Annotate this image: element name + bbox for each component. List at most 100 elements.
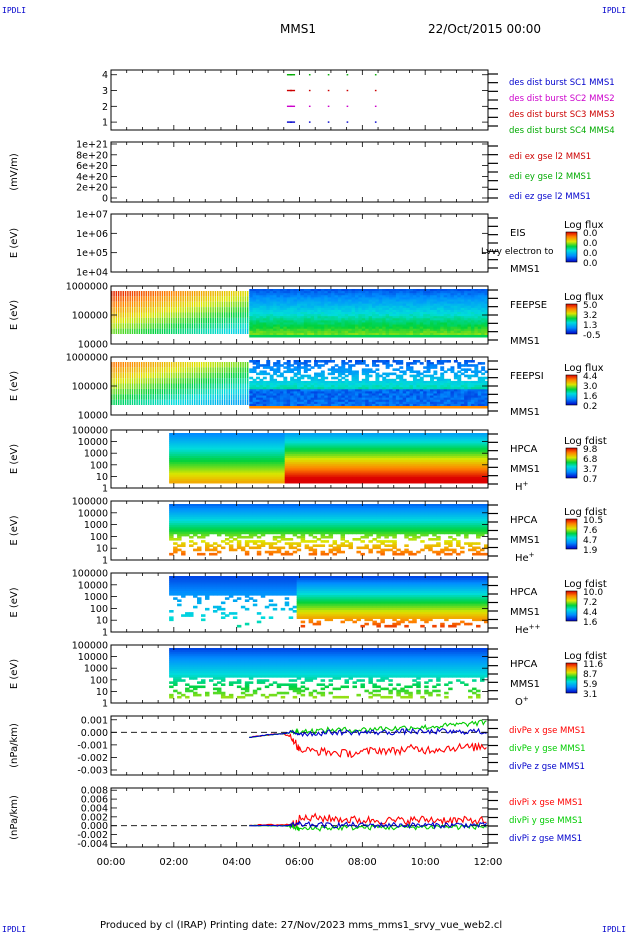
spectrogram-cell bbox=[412, 324, 417, 328]
spectrogram-cell bbox=[433, 320, 438, 323]
spectrogram-cell bbox=[293, 385, 298, 388]
spectrogram-cell bbox=[317, 324, 322, 328]
spectrogram-cell bbox=[249, 322, 254, 326]
spectrogram-cell bbox=[260, 478, 266, 482]
spectrogram-cell bbox=[334, 320, 339, 323]
spectrogram-cell bbox=[440, 301, 445, 305]
spectrogram-cell bbox=[474, 316, 479, 319]
spectrogram-cell bbox=[252, 478, 258, 482]
spectrogram-cell bbox=[221, 394, 224, 400]
spectrogram-cell bbox=[181, 480, 186, 484]
spectrogram-cell bbox=[242, 296, 244, 302]
spectrogram-cell bbox=[273, 380, 278, 384]
spectrogram-cell bbox=[399, 387, 404, 390]
spectrogram-cell bbox=[460, 305, 465, 309]
spectrogram-cell bbox=[358, 328, 363, 332]
spectrogram-cell bbox=[173, 433, 178, 436]
spectrogram-cell bbox=[279, 289, 284, 292]
spectrogram-cell bbox=[212, 372, 214, 379]
spectrogram-cell bbox=[292, 453, 298, 457]
spectrogram-cell bbox=[154, 362, 157, 368]
spectrogram-cell bbox=[259, 364, 264, 367]
spectrogram-cell bbox=[244, 435, 250, 438]
spectrogram-cell bbox=[173, 439, 178, 442]
spectrogram-cell bbox=[484, 301, 489, 305]
spectrogram-cell bbox=[409, 362, 414, 365]
spectrogram-cell bbox=[426, 362, 431, 365]
spectrogram-cell bbox=[372, 320, 376, 323]
spectrogram-cell bbox=[252, 466, 258, 469]
spectrogram-cell bbox=[474, 364, 479, 367]
spectrogram-cell bbox=[406, 330, 411, 334]
spectrogram-cell bbox=[147, 323, 150, 329]
spectrogram-cell bbox=[310, 293, 315, 296]
spectrogram-cell bbox=[385, 397, 390, 401]
spectrogram-cell bbox=[484, 297, 489, 300]
spectrogram-cell bbox=[433, 301, 438, 305]
spectrogram-cell bbox=[314, 318, 318, 321]
spectrogram-cell bbox=[348, 332, 353, 336]
spectrogram-cell bbox=[269, 297, 274, 300]
spectrogram-cell bbox=[240, 399, 242, 405]
spectrogram-cell bbox=[193, 435, 198, 438]
spectrogram-cell bbox=[447, 309, 451, 313]
spectrogram-cell bbox=[115, 378, 118, 384]
spectrogram-cell bbox=[161, 362, 164, 368]
spectrogram-cell bbox=[216, 453, 222, 457]
spectrogram-cell bbox=[293, 293, 298, 296]
spectrogram-cell bbox=[117, 367, 120, 373]
spectrogram-cell bbox=[203, 394, 205, 400]
spectrogram-cell bbox=[276, 305, 281, 309]
spectrogram-cell bbox=[412, 309, 417, 313]
spectrogram-cell bbox=[252, 385, 257, 388]
spectrogram-cell bbox=[170, 362, 173, 368]
spectrogram-cell bbox=[223, 328, 226, 334]
spectrogram-cell bbox=[372, 305, 376, 309]
spectrogram-cell bbox=[276, 437, 282, 440]
spectrogram-cell bbox=[200, 291, 203, 297]
spectrogram-cell bbox=[283, 391, 288, 394]
spectrogram-cell bbox=[140, 296, 143, 302]
spectrogram-cell bbox=[240, 466, 246, 469]
spectrogram-cell bbox=[207, 317, 210, 324]
spectrogram-cell bbox=[115, 291, 118, 297]
spectrogram-cell bbox=[286, 297, 291, 300]
spectrogram-cell bbox=[331, 380, 336, 384]
spectrogram-cell bbox=[440, 380, 445, 384]
spectrogram-cell bbox=[259, 372, 264, 376]
spectrogram-cell bbox=[314, 314, 318, 317]
spectrogram-cell bbox=[467, 299, 472, 303]
spectrogram-cell bbox=[272, 470, 278, 474]
spectrogram-cell bbox=[293, 395, 298, 399]
corner-label-bottom-right: IPDLI bbox=[602, 925, 627, 934]
spectrogram-cell bbox=[453, 328, 458, 332]
spectrogram-cell bbox=[308, 445, 314, 449]
spectrogram-cell bbox=[317, 309, 322, 313]
spectrogram-cell bbox=[447, 391, 451, 394]
spectrogram-cell bbox=[276, 387, 281, 390]
spectrogram-cell bbox=[440, 360, 445, 363]
spectrogram-cell bbox=[453, 324, 458, 328]
spectrogram-cell bbox=[412, 330, 417, 334]
spectrogram-cell bbox=[290, 316, 295, 319]
spectrogram-cell bbox=[180, 372, 182, 379]
spectrogram-cell bbox=[252, 316, 257, 319]
spectrogram-cell bbox=[419, 307, 424, 311]
spectrogram-cell bbox=[273, 314, 278, 317]
spectrogram-cell bbox=[467, 397, 472, 401]
spectrogram-cell bbox=[193, 478, 198, 482]
spectrogram-cell bbox=[189, 367, 191, 373]
spectrogram-cell bbox=[259, 391, 264, 394]
spectrogram-cell bbox=[426, 322, 431, 326]
spectrogram-cell bbox=[406, 316, 411, 319]
spectrogram-cell bbox=[262, 397, 267, 401]
spectrogram-cell bbox=[389, 320, 393, 323]
spectrogram-cell bbox=[406, 368, 411, 371]
spectrogram-cell bbox=[173, 323, 175, 329]
spectrogram-cell bbox=[288, 468, 294, 471]
spectrogram-cell bbox=[187, 367, 189, 373]
spectrogram-cell bbox=[288, 435, 294, 438]
spectrogram-cell bbox=[269, 322, 274, 326]
spectrogram-cell bbox=[440, 330, 445, 334]
